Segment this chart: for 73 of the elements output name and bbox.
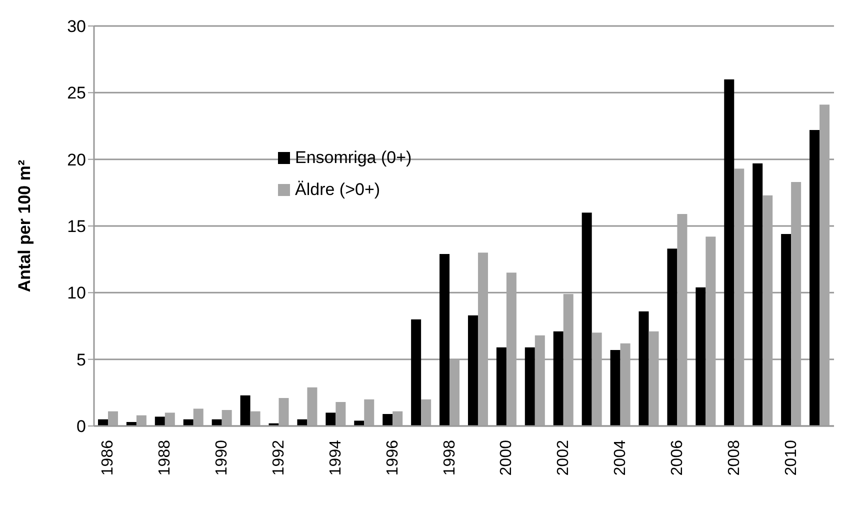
bar	[183, 419, 194, 426]
y-axis-title: Antal per 100 m²	[15, 160, 34, 292]
bar	[297, 419, 308, 426]
y-tick-label: 25	[67, 84, 86, 103]
x-tick-label: 1998	[441, 440, 458, 476]
bar	[468, 315, 478, 426]
bar	[478, 252, 488, 426]
bar	[193, 408, 204, 426]
bar	[336, 402, 346, 426]
bar	[382, 414, 393, 426]
bar	[706, 236, 716, 426]
bar	[696, 287, 706, 426]
y-tick-label: 20	[67, 150, 86, 170]
bar	[440, 254, 450, 426]
x-tick-label: 1994	[327, 440, 344, 476]
bar	[354, 420, 364, 426]
x-tick-label: 1996	[384, 440, 402, 476]
bar	[450, 359, 460, 426]
bar	[534, 335, 545, 426]
bar	[724, 79, 734, 426]
bar	[307, 387, 318, 426]
x-tick-label: 2010	[782, 440, 800, 476]
x-tick-label: 2002	[555, 440, 572, 476]
y-tick-label: 5	[76, 350, 86, 370]
bar	[154, 416, 165, 426]
bar	[222, 410, 232, 426]
bar	[364, 399, 374, 426]
x-tick-label: 2008	[726, 440, 743, 476]
bar	[648, 331, 659, 426]
bar	[820, 104, 830, 426]
bar	[506, 272, 516, 426]
x-tick-label: 1988	[156, 440, 174, 476]
bar	[677, 214, 688, 426]
legend-label: Äldre (>0+)	[295, 180, 380, 200]
bar	[563, 294, 574, 426]
y-tick-label: 10	[67, 284, 86, 303]
bar	[136, 415, 146, 426]
bar	[610, 350, 620, 426]
bar	[164, 412, 175, 426]
legend-label: Ensomriga (0+)	[295, 148, 412, 168]
bar	[762, 195, 773, 426]
bar	[392, 411, 403, 426]
bar	[582, 212, 592, 426]
bar	[524, 347, 535, 426]
y-tick-label: 15	[67, 217, 86, 236]
bar	[240, 395, 250, 426]
y-tick-label: 0	[76, 417, 86, 436]
y-tick-label: 30	[67, 17, 86, 36]
x-tick-label: 2006	[668, 440, 686, 476]
bar	[212, 419, 222, 426]
bar	[496, 347, 506, 426]
x-tick-label: 2004	[612, 440, 630, 476]
bar	[781, 234, 792, 426]
bar	[411, 319, 422, 426]
bar	[250, 411, 260, 426]
bar	[326, 412, 336, 426]
bar	[752, 163, 763, 426]
x-tick-label: 1990	[214, 440, 231, 476]
bar	[553, 331, 564, 426]
bar	[108, 411, 118, 426]
bar	[810, 130, 820, 426]
bar	[98, 419, 108, 426]
bar	[278, 398, 289, 426]
bar	[791, 182, 802, 426]
x-tick-label: 1992	[270, 440, 288, 476]
bar	[620, 343, 630, 426]
bar	[592, 332, 602, 426]
bar	[667, 248, 678, 426]
bar	[638, 311, 649, 426]
x-tick-label: 2000	[498, 440, 516, 476]
bar	[734, 168, 744, 426]
bar	[421, 399, 432, 426]
x-tick-label: 1986	[100, 440, 117, 476]
